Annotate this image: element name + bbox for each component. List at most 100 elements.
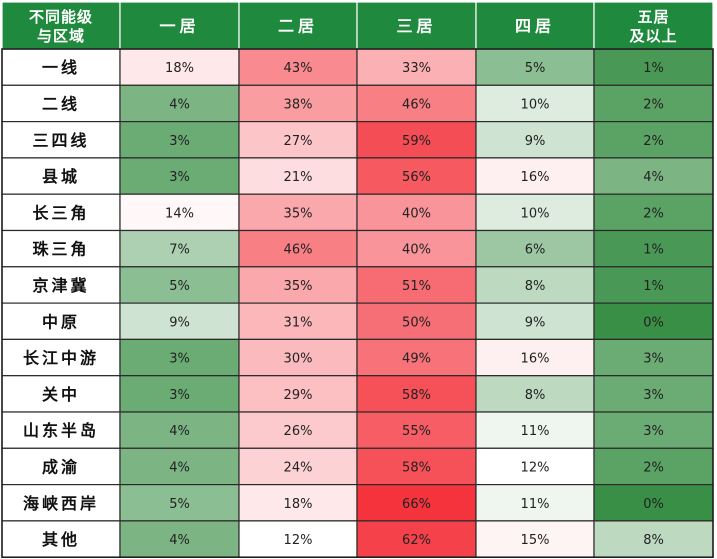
- heatmap-cell: [119, 447, 240, 486]
- cell-value-label: 24%: [284, 460, 313, 475]
- cell-value-label: 4%: [169, 97, 190, 112]
- cell-value-label: 62%: [402, 533, 431, 548]
- cell-value-label: 33%: [402, 61, 431, 76]
- heatmap-cell: [238, 484, 358, 522]
- heatmap-cell: [119, 375, 240, 413]
- row-label: 长三角: [32, 203, 89, 222]
- cell-value-label: 1%: [643, 243, 664, 258]
- cell-value-label: 2%: [643, 97, 664, 112]
- heatmap-cell: [475, 84, 595, 123]
- header-label-col-5-line-2: 及以上: [629, 27, 677, 45]
- heatmap-cell: [593, 484, 714, 522]
- cell-value-label: 46%: [402, 97, 431, 112]
- cell-value-label: 15%: [521, 533, 550, 548]
- cell-value-label: 3%: [643, 424, 664, 439]
- heatmap-cell: [119, 338, 240, 377]
- heatmap-cell: [119, 266, 240, 304]
- cell-value-label: 66%: [402, 497, 431, 512]
- cell-value-label: 18%: [165, 61, 194, 76]
- cell-value-label: 16%: [521, 352, 550, 367]
- row-label: 其他: [42, 530, 80, 549]
- heatmap-cell: [119, 48, 240, 86]
- heatmap-cell: [475, 411, 595, 449]
- cell-value-label: 10%: [521, 97, 550, 112]
- heatmap-cell: [356, 120, 477, 159]
- cell-value-label: 11%: [521, 424, 550, 439]
- row-label: 中原: [42, 312, 80, 331]
- cell-value-label: 12%: [521, 460, 550, 475]
- cell-value-label: 55%: [402, 424, 431, 439]
- cell-value-label: 2%: [643, 460, 664, 475]
- heatmap-cell: [475, 120, 595, 159]
- cell-value-label: 46%: [284, 243, 313, 258]
- row-label: 关中: [42, 385, 80, 404]
- cell-value-label: 4%: [169, 533, 190, 548]
- row-label: 成渝: [42, 457, 80, 476]
- row-label: 海峡西岸: [23, 494, 99, 513]
- cell-value-label: 4%: [169, 460, 190, 475]
- heatmap-cell: [356, 447, 477, 486]
- heatmap-cell: [238, 338, 358, 377]
- heatmap-cell: [475, 229, 595, 268]
- row-label: 二线: [42, 94, 80, 113]
- cell-value-label: 3%: [643, 352, 664, 367]
- header-label-col-3: 三居: [396, 17, 436, 36]
- cell-value-label: 1%: [643, 61, 664, 76]
- cell-value-label: 12%: [284, 533, 313, 548]
- heatmap-cell: [593, 302, 714, 341]
- heatmap-cell: [238, 84, 358, 123]
- cell-value-label: 56%: [402, 170, 431, 185]
- heatmap-cell: [356, 375, 477, 413]
- header-cell-col-5: [593, 1, 714, 50]
- row-label: 一线: [42, 58, 80, 77]
- cell-value-label: 26%: [284, 424, 313, 439]
- row-label: 京津冀: [32, 276, 89, 295]
- heatmap-cell: [475, 375, 595, 413]
- cell-value-label: 59%: [402, 134, 431, 149]
- heatmap-cell: [356, 84, 477, 123]
- header-cell-col-2: [238, 1, 358, 50]
- heatmap-cell: [593, 411, 714, 449]
- heatmap-cell: [475, 338, 595, 377]
- cell-value-label: 8%: [525, 388, 546, 403]
- heatmap-cell: [238, 411, 358, 449]
- cell-value-label: 0%: [643, 497, 664, 512]
- cell-value-label: 21%: [284, 170, 313, 185]
- row-label: 长江中游: [23, 349, 99, 368]
- cell-value-label: 5%: [169, 497, 190, 512]
- heatmap-cell: [238, 48, 358, 86]
- cell-value-label: 9%: [525, 315, 546, 330]
- heatmap-cell: [356, 484, 477, 522]
- row-label: 县城: [42, 167, 80, 186]
- heatmap-cells: 18% 43% 33% 5% 1% 4% 38% 46% 10% 2% 3% 27% 59% 9% 2% 3%…: [1, 48, 714, 558]
- heatmap-cell: [593, 229, 714, 268]
- cell-value-label: 8%: [643, 533, 664, 548]
- cell-value-label: 14%: [165, 206, 194, 221]
- heatmap-cell: [119, 84, 240, 123]
- heatmap-cell: [119, 193, 240, 232]
- heatmap-cell: [356, 157, 477, 195]
- cell-value-label: 11%: [521, 497, 550, 512]
- header-label-col-5-line-1: 五居: [637, 8, 669, 26]
- row-label: 山东半岛: [23, 421, 99, 440]
- cell-value-label: 5%: [525, 61, 546, 76]
- heatmap-cell: [475, 484, 595, 522]
- cell-value-label: 2%: [643, 206, 664, 221]
- heatmap-cell: [119, 120, 240, 159]
- cell-value-label: 10%: [521, 206, 550, 221]
- header-label-corner-line-1: 不同能级: [29, 8, 93, 26]
- cell-value-label: 2%: [643, 134, 664, 149]
- header-cell-corner: [1, 1, 121, 50]
- heatmap-cell: [475, 157, 595, 195]
- cell-value-label: 9%: [525, 134, 546, 149]
- cell-value-label: 5%: [169, 279, 190, 294]
- row-label-cell: [1, 484, 121, 522]
- row-label-cell: [1, 229, 121, 268]
- cell-value-label: 40%: [402, 243, 431, 258]
- cell-value-label: 16%: [521, 170, 550, 185]
- header-cell-col-1: [119, 1, 240, 50]
- cell-value-label: 3%: [169, 170, 190, 185]
- row-label-cell: [1, 157, 121, 195]
